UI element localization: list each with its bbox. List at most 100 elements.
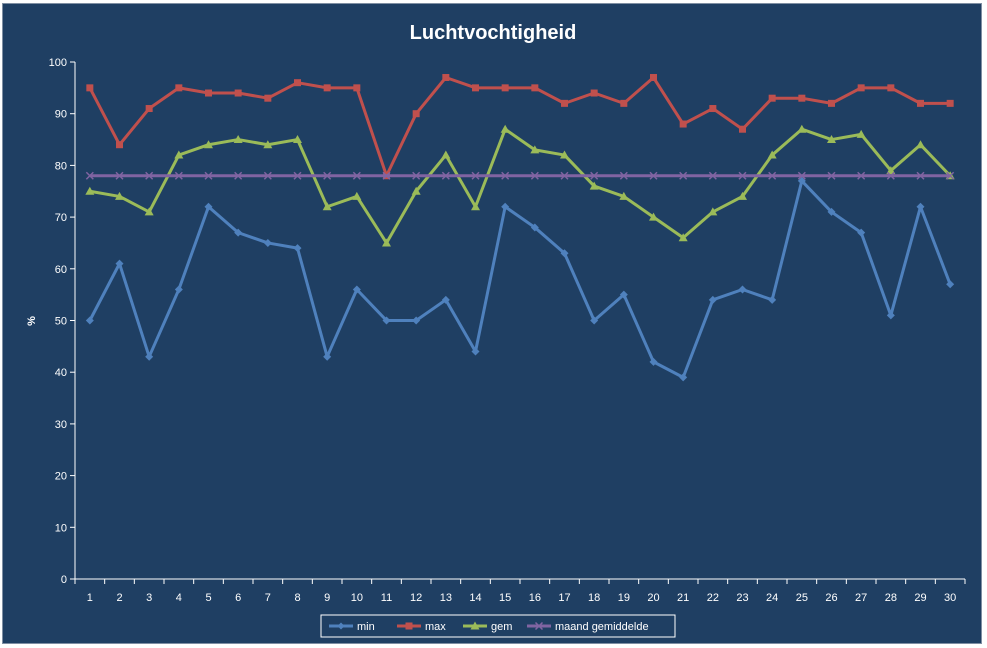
data-point	[827, 135, 836, 144]
x-tick-label: 20	[647, 592, 659, 604]
data-point	[352, 285, 361, 294]
data-point	[857, 84, 865, 92]
data-point	[827, 207, 836, 216]
data-point	[412, 110, 420, 118]
data-point	[560, 150, 569, 159]
y-tick-label: 30	[55, 419, 67, 431]
data-point	[946, 280, 955, 289]
data-point	[442, 74, 450, 82]
data-point	[767, 150, 777, 159]
data-point	[886, 311, 895, 320]
data-point	[323, 171, 332, 180]
data-point	[649, 171, 658, 180]
data-point	[738, 171, 747, 180]
x-tick-label: 19	[618, 592, 630, 604]
data-point	[353, 84, 361, 92]
series-line	[89, 127, 952, 245]
data-point	[145, 352, 154, 361]
data-point	[85, 171, 94, 180]
data-point	[174, 171, 183, 180]
data-point	[204, 140, 213, 149]
x-tick-label: 28	[885, 592, 897, 604]
data-point	[412, 171, 421, 180]
legend-label: maand gemiddelde	[555, 621, 649, 633]
data-point	[620, 99, 628, 107]
data-point	[115, 171, 124, 180]
data-point	[471, 347, 480, 356]
data-point	[144, 207, 154, 216]
x-tick-label: 7	[265, 592, 271, 604]
data-point	[204, 202, 213, 211]
data-point	[205, 89, 212, 97]
legend-box	[320, 614, 676, 638]
y-tick-label: 90	[55, 109, 67, 121]
y-tick-label: 0	[61, 574, 67, 586]
data-point	[650, 74, 657, 82]
series-max	[86, 74, 954, 180]
data-point	[886, 166, 896, 175]
x-tick-label: 25	[796, 592, 808, 604]
series-min	[85, 176, 955, 382]
data-point	[798, 94, 806, 102]
x-tick-label: 21	[677, 592, 689, 604]
data-point	[411, 186, 421, 195]
data-point	[233, 135, 243, 144]
x-tick-label: 22	[707, 592, 719, 604]
x-tick-label: 8	[294, 592, 300, 604]
legend-marker	[534, 621, 544, 631]
data-point	[234, 171, 243, 180]
data-point	[590, 89, 598, 97]
x-tick-label: 4	[176, 592, 182, 604]
data-point	[441, 171, 450, 180]
data-point	[916, 202, 925, 211]
data-point	[946, 171, 955, 180]
data-point	[590, 316, 599, 325]
data-point	[471, 171, 480, 180]
data-point	[382, 238, 391, 247]
data-point	[589, 181, 599, 190]
y-tick-label: 10	[55, 522, 67, 534]
data-point	[501, 171, 510, 180]
data-point	[145, 105, 153, 113]
data-point	[916, 171, 925, 180]
data-point	[619, 171, 628, 180]
data-point	[768, 94, 776, 102]
y-tick-label: 70	[55, 212, 67, 224]
legend-entry: min	[329, 621, 375, 633]
data-point	[263, 238, 272, 247]
data-point	[500, 124, 510, 133]
legend-marker	[337, 622, 345, 630]
data-point	[530, 171, 539, 180]
data-point	[234, 89, 242, 97]
data-point	[174, 285, 183, 294]
data-point	[917, 99, 924, 107]
data-point	[293, 135, 302, 144]
data-point	[828, 99, 835, 107]
legend-entry: gem	[463, 621, 512, 633]
data-point	[560, 249, 569, 258]
y-tick-label: 100	[49, 57, 67, 69]
legend-label: min	[357, 621, 375, 633]
data-point	[797, 176, 806, 185]
data-point	[797, 124, 807, 133]
x-tick-label: 3	[146, 592, 152, 604]
data-point	[322, 202, 332, 211]
data-point	[501, 84, 509, 92]
data-point	[827, 171, 836, 180]
data-point	[263, 140, 273, 149]
data-point	[294, 79, 301, 87]
data-point	[501, 202, 510, 211]
x-tick-label: 17	[558, 592, 570, 604]
legend-marker	[470, 621, 480, 630]
data-point	[382, 316, 391, 325]
data-point	[857, 171, 866, 180]
data-point	[323, 84, 331, 92]
legend: min max gem maand gemiddelde	[320, 614, 676, 638]
data-point	[263, 171, 272, 180]
data-point	[293, 171, 302, 180]
chart-frame: Luchtvochtigheid % 0 10 20 30 40 50 60 70 80 90 10…	[2, 3, 982, 644]
data-point	[472, 84, 479, 92]
data-point	[85, 186, 95, 195]
data-point	[441, 295, 450, 304]
data-point	[293, 244, 302, 253]
